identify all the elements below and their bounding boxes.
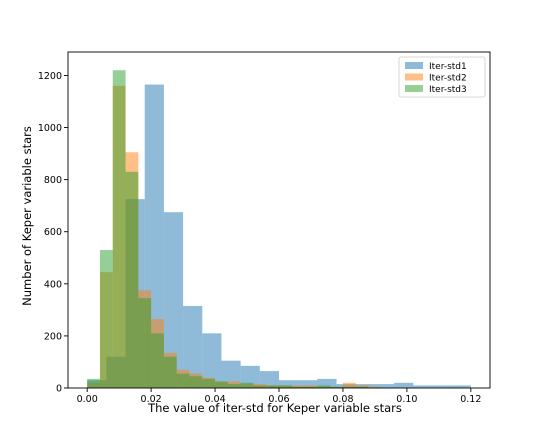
legend-swatch (405, 85, 423, 92)
histogram-bar (253, 385, 267, 388)
histogram-bar (355, 386, 369, 388)
legend-label: Iter-std2 (429, 74, 467, 84)
histogram-bar (317, 385, 331, 388)
histogram-bar (163, 356, 177, 388)
y-axis-ticks: 0 200 400 600 800 1000 1200 (38, 71, 68, 395)
histogram-bar (330, 386, 343, 388)
histogram-bar (342, 386, 356, 388)
histogram-bar (279, 380, 299, 388)
histogram-bar (183, 305, 203, 388)
y-axis-label: Number of Keper variable stars (20, 126, 34, 306)
x-tick-label: 0.10 (396, 394, 417, 405)
histogram-bar (304, 386, 318, 388)
histogram-bar (215, 381, 228, 388)
histogram-bar (189, 376, 203, 388)
histogram-bar (221, 360, 241, 388)
histogram-bar (151, 333, 164, 388)
x-axis-label: The value of iter-std for Keper variable… (147, 401, 402, 415)
histogram-bar (259, 371, 279, 388)
legend-label: Iter-std1 (429, 62, 467, 72)
histogram-bar (298, 380, 318, 388)
histogram-bar (394, 382, 414, 388)
histogram-bar (176, 373, 190, 388)
histogram-bar (112, 70, 126, 388)
y-tick-label: 600 (44, 227, 62, 238)
y-tick-label: 0 (56, 384, 62, 395)
histogram-bar (266, 385, 279, 388)
histogram-bar (432, 385, 452, 388)
histogram-bar (342, 382, 356, 388)
histogram-bar (163, 212, 184, 388)
y-tick-label: 1200 (38, 71, 62, 82)
legend-label: Iter-std3 (429, 85, 467, 95)
x-tick-label: 0.06 (268, 394, 289, 405)
histogram-bar (87, 378, 100, 388)
series-3-bars (87, 70, 369, 388)
histogram-bar (368, 386, 382, 388)
x-tick-label: 0.00 (77, 394, 98, 405)
x-axis-ticks: 0.00 0.02 0.04 0.06 0.08 0.10 0.12 (77, 388, 481, 405)
histogram-bar (227, 384, 241, 388)
histogram-bar (451, 385, 471, 388)
x-tick-label: 0.12 (460, 394, 481, 405)
y-tick-label: 200 (44, 331, 62, 342)
x-tick-label: 0.02 (141, 394, 162, 405)
x-tick-label: 0.08 (332, 394, 353, 405)
histogram-bar (99, 249, 113, 388)
histogram-bars (87, 70, 471, 389)
histogram-bar (413, 385, 433, 388)
histogram-bar (279, 385, 292, 388)
histogram-bar (291, 386, 305, 388)
histogram-bar (374, 384, 395, 388)
x-tick-label: 0.04 (204, 394, 225, 405)
histogram-bar (240, 365, 260, 388)
histogram-bar (240, 382, 254, 388)
y-tick-label: 800 (44, 175, 62, 186)
histogram-bar (202, 333, 222, 388)
histogram-bar (138, 298, 152, 388)
legend-swatch (405, 62, 423, 69)
y-tick-label: 400 (44, 279, 62, 290)
histogram-bar (202, 378, 216, 388)
legend-swatch (405, 73, 423, 81)
histogram-bar (125, 171, 139, 388)
y-tick-label: 1000 (38, 123, 62, 134)
histogram-bar (317, 378, 337, 388)
